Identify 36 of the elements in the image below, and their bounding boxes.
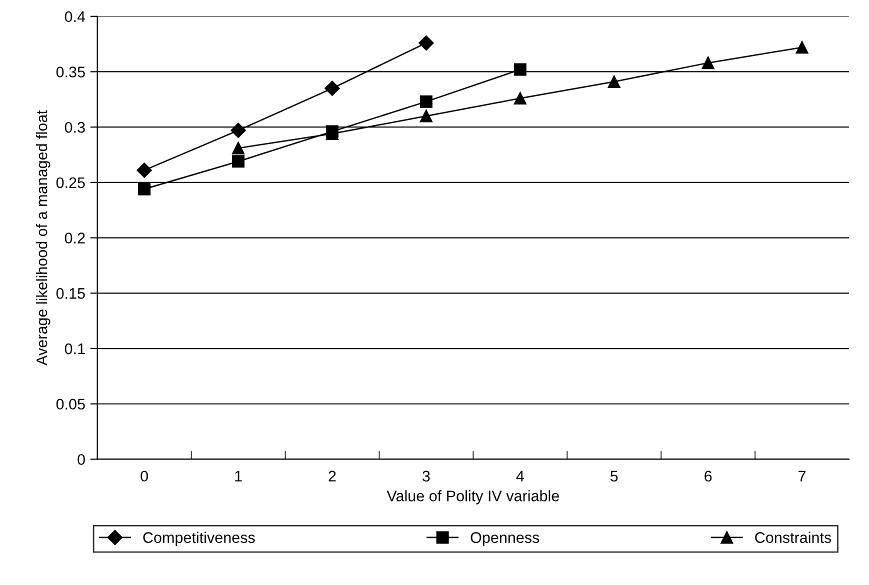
legend-label: Constraints bbox=[755, 532, 832, 543]
point bbox=[232, 142, 245, 154]
x-tick-label: 6 bbox=[704, 470, 712, 482]
x-tick-label: 7 bbox=[798, 470, 806, 482]
point bbox=[230, 122, 246, 138]
x-tick-label: 2 bbox=[328, 470, 336, 482]
point bbox=[418, 35, 434, 51]
y-tick-label: 0.15 bbox=[56, 288, 85, 299]
point bbox=[514, 92, 526, 105]
point bbox=[324, 80, 340, 96]
x-axis-title: Value of Polity IV variable bbox=[386, 490, 559, 504]
y-tick-label: 0.05 bbox=[56, 398, 85, 410]
x-tick-label: 1 bbox=[235, 470, 242, 482]
y-tick-label: 0.2 bbox=[64, 232, 85, 244]
point bbox=[138, 182, 151, 196]
y-tick-label: 0.1 bbox=[64, 343, 85, 354]
point bbox=[420, 110, 432, 122]
point bbox=[796, 41, 808, 54]
y-axis-title: Average likelihood of a managed float bbox=[36, 110, 50, 366]
y-tick-label: 0.4 bbox=[64, 11, 86, 22]
point bbox=[232, 155, 245, 168]
point bbox=[420, 95, 432, 108]
y-tick-label: 0.35 bbox=[56, 66, 85, 78]
y-tick-label: 0.25 bbox=[56, 177, 85, 188]
legend-label: Openness bbox=[470, 532, 540, 546]
legend-label: Competitiveness bbox=[143, 532, 255, 546]
point bbox=[136, 162, 152, 178]
point bbox=[514, 63, 526, 76]
point bbox=[608, 75, 620, 88]
y-tick-label: 0.3 bbox=[64, 122, 85, 133]
x-tick-label: 3 bbox=[422, 470, 430, 482]
y-tick-label: 0 bbox=[78, 454, 85, 465]
x-tick-label: 5 bbox=[610, 470, 618, 482]
point bbox=[702, 56, 714, 70]
x-tick-label: 4 bbox=[516, 470, 524, 482]
x-tick-label: 0 bbox=[140, 470, 148, 482]
